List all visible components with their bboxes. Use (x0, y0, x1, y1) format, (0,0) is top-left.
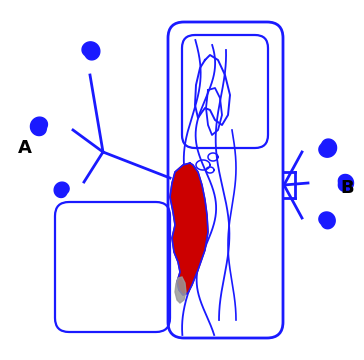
Polygon shape (175, 277, 186, 303)
Polygon shape (339, 175, 353, 192)
Polygon shape (319, 212, 335, 229)
Text: B: B (340, 179, 353, 197)
Polygon shape (319, 139, 337, 157)
Polygon shape (170, 163, 208, 295)
Text: A: A (18, 139, 32, 157)
Polygon shape (54, 182, 69, 198)
Polygon shape (82, 42, 100, 60)
Polygon shape (31, 117, 47, 136)
